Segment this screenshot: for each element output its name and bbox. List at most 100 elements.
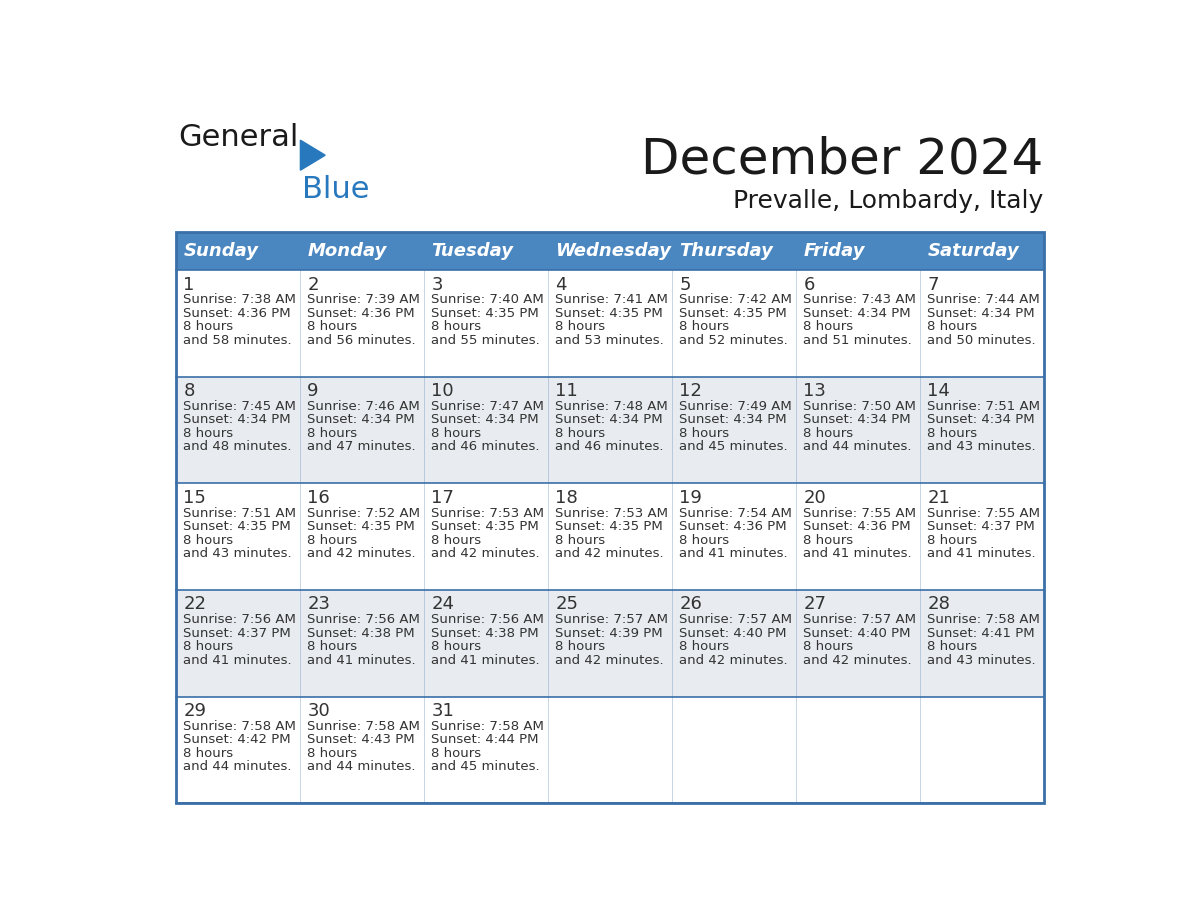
Text: Sunset: 4:35 PM: Sunset: 4:35 PM bbox=[555, 307, 663, 319]
Text: and 55 minutes.: and 55 minutes. bbox=[431, 334, 541, 347]
Text: December 2024: December 2024 bbox=[642, 136, 1043, 184]
Text: Sunrise: 7:38 AM: Sunrise: 7:38 AM bbox=[183, 294, 296, 307]
Text: Saturday: Saturday bbox=[928, 242, 1019, 260]
Text: 12: 12 bbox=[680, 382, 702, 400]
Text: 27: 27 bbox=[803, 596, 827, 613]
Text: Sunrise: 7:39 AM: Sunrise: 7:39 AM bbox=[308, 294, 421, 307]
Text: and 46 minutes.: and 46 minutes. bbox=[431, 441, 539, 453]
Text: 8 hours: 8 hours bbox=[308, 746, 358, 759]
Bar bbox=[176, 590, 1043, 697]
Text: 8 hours: 8 hours bbox=[803, 640, 853, 653]
Text: 10: 10 bbox=[431, 382, 454, 400]
Text: 8 hours: 8 hours bbox=[928, 533, 978, 546]
Text: and 42 minutes.: and 42 minutes. bbox=[680, 654, 788, 666]
Text: Sunrise: 7:46 AM: Sunrise: 7:46 AM bbox=[308, 400, 421, 413]
Text: Monday: Monday bbox=[308, 242, 387, 260]
Text: and 41 minutes.: and 41 minutes. bbox=[803, 547, 912, 560]
Text: and 42 minutes.: and 42 minutes. bbox=[555, 547, 664, 560]
Text: Sunset: 4:35 PM: Sunset: 4:35 PM bbox=[431, 307, 539, 319]
Text: 8 hours: 8 hours bbox=[183, 746, 234, 759]
Text: and 41 minutes.: and 41 minutes. bbox=[308, 654, 416, 666]
Text: 8 hours: 8 hours bbox=[183, 427, 234, 440]
Text: 20: 20 bbox=[803, 489, 826, 507]
Text: Sunrise: 7:40 AM: Sunrise: 7:40 AM bbox=[431, 294, 544, 307]
Text: 8 hours: 8 hours bbox=[555, 427, 606, 440]
Text: and 53 minutes.: and 53 minutes. bbox=[555, 334, 664, 347]
Text: Sunset: 4:34 PM: Sunset: 4:34 PM bbox=[183, 413, 291, 427]
Text: 1: 1 bbox=[183, 275, 195, 294]
Text: 8 hours: 8 hours bbox=[183, 640, 234, 653]
Text: and 47 minutes.: and 47 minutes. bbox=[308, 441, 416, 453]
Bar bbox=[796, 232, 920, 270]
Text: 7: 7 bbox=[928, 275, 939, 294]
Text: 14: 14 bbox=[928, 382, 950, 400]
Text: 26: 26 bbox=[680, 596, 702, 613]
Text: Sunset: 4:40 PM: Sunset: 4:40 PM bbox=[680, 627, 786, 640]
Text: and 41 minutes.: and 41 minutes. bbox=[431, 654, 541, 666]
Text: Thursday: Thursday bbox=[680, 242, 773, 260]
Bar bbox=[176, 377, 1043, 484]
Text: 8 hours: 8 hours bbox=[431, 320, 481, 333]
Text: 8 hours: 8 hours bbox=[803, 320, 853, 333]
Text: Sunrise: 7:58 AM: Sunrise: 7:58 AM bbox=[431, 720, 544, 733]
Text: 15: 15 bbox=[183, 489, 207, 507]
Text: 4: 4 bbox=[555, 275, 567, 294]
Text: Sunset: 4:41 PM: Sunset: 4:41 PM bbox=[928, 627, 1035, 640]
Text: 30: 30 bbox=[308, 702, 330, 720]
Text: 6: 6 bbox=[803, 275, 815, 294]
Text: and 45 minutes.: and 45 minutes. bbox=[431, 760, 541, 773]
Text: Sunrise: 7:56 AM: Sunrise: 7:56 AM bbox=[431, 613, 544, 626]
Text: and 44 minutes.: and 44 minutes. bbox=[803, 441, 912, 453]
Text: 8 hours: 8 hours bbox=[680, 427, 729, 440]
Text: Sunset: 4:36 PM: Sunset: 4:36 PM bbox=[680, 520, 786, 533]
Text: 8 hours: 8 hours bbox=[803, 533, 853, 546]
Text: 8 hours: 8 hours bbox=[928, 640, 978, 653]
Text: Sunset: 4:34 PM: Sunset: 4:34 PM bbox=[308, 413, 415, 427]
Text: and 51 minutes.: and 51 minutes. bbox=[803, 334, 912, 347]
Text: Sunrise: 7:58 AM: Sunrise: 7:58 AM bbox=[183, 720, 296, 733]
Text: and 42 minutes.: and 42 minutes. bbox=[555, 654, 664, 666]
Text: 25: 25 bbox=[555, 596, 579, 613]
Text: 8 hours: 8 hours bbox=[928, 320, 978, 333]
Text: and 42 minutes.: and 42 minutes. bbox=[308, 547, 416, 560]
Text: Sunset: 4:43 PM: Sunset: 4:43 PM bbox=[308, 733, 415, 746]
Text: 2: 2 bbox=[308, 275, 318, 294]
Text: 23: 23 bbox=[308, 596, 330, 613]
Text: Sunset: 4:35 PM: Sunset: 4:35 PM bbox=[431, 520, 539, 533]
Text: Sunset: 4:36 PM: Sunset: 4:36 PM bbox=[803, 520, 911, 533]
Text: and 41 minutes.: and 41 minutes. bbox=[680, 547, 788, 560]
Text: Sunrise: 7:56 AM: Sunrise: 7:56 AM bbox=[183, 613, 296, 626]
Text: Sunset: 4:34 PM: Sunset: 4:34 PM bbox=[803, 413, 911, 427]
Text: Sunset: 4:35 PM: Sunset: 4:35 PM bbox=[308, 520, 415, 533]
Text: Sunrise: 7:42 AM: Sunrise: 7:42 AM bbox=[680, 294, 792, 307]
Text: Sunrise: 7:44 AM: Sunrise: 7:44 AM bbox=[928, 294, 1041, 307]
Text: 8 hours: 8 hours bbox=[803, 427, 853, 440]
Text: Sunrise: 7:58 AM: Sunrise: 7:58 AM bbox=[308, 720, 421, 733]
Bar bbox=[548, 232, 671, 270]
Text: and 58 minutes.: and 58 minutes. bbox=[183, 334, 292, 347]
Text: and 41 minutes.: and 41 minutes. bbox=[928, 547, 1036, 560]
Text: 8 hours: 8 hours bbox=[431, 427, 481, 440]
Text: and 50 minutes.: and 50 minutes. bbox=[928, 334, 1036, 347]
Text: Sunrise: 7:48 AM: Sunrise: 7:48 AM bbox=[555, 400, 668, 413]
Text: Sunset: 4:36 PM: Sunset: 4:36 PM bbox=[308, 307, 415, 319]
Text: Sunrise: 7:41 AM: Sunrise: 7:41 AM bbox=[555, 294, 668, 307]
Text: General: General bbox=[178, 123, 298, 151]
Text: 8 hours: 8 hours bbox=[183, 320, 234, 333]
Text: 21: 21 bbox=[928, 489, 950, 507]
Text: 8 hours: 8 hours bbox=[308, 427, 358, 440]
Text: and 43 minutes.: and 43 minutes. bbox=[183, 547, 292, 560]
Bar bbox=[176, 232, 299, 270]
Bar bbox=[176, 270, 1043, 377]
Text: 17: 17 bbox=[431, 489, 454, 507]
Text: 8 hours: 8 hours bbox=[308, 533, 358, 546]
Text: Sunrise: 7:53 AM: Sunrise: 7:53 AM bbox=[431, 507, 544, 520]
Text: Sunset: 4:42 PM: Sunset: 4:42 PM bbox=[183, 733, 291, 746]
Bar bbox=[176, 484, 1043, 590]
Text: 8 hours: 8 hours bbox=[431, 640, 481, 653]
Text: 31: 31 bbox=[431, 702, 454, 720]
Text: 3: 3 bbox=[431, 275, 443, 294]
Text: 29: 29 bbox=[183, 702, 207, 720]
Text: Sunset: 4:39 PM: Sunset: 4:39 PM bbox=[555, 627, 663, 640]
Polygon shape bbox=[301, 140, 326, 170]
